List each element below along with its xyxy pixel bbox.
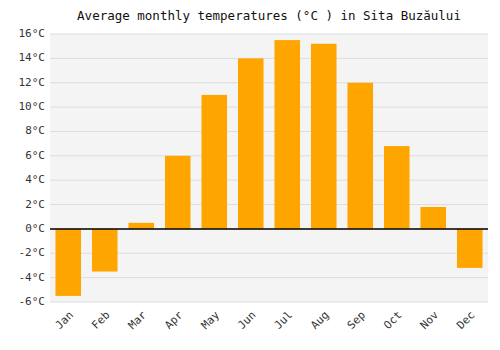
y-axis: -6°C -4°C -2°C 0°C 2°C 4°C 6°C 8°C 10°C 12°C 14°C 1… [19, 27, 46, 308]
bar [128, 223, 154, 229]
bar [457, 229, 483, 268]
x-tick-label: Oct [381, 309, 404, 332]
x-tick-label: Jan [53, 309, 76, 332]
y-tick-label: 6°C [25, 149, 45, 162]
y-tick-label: 0°C [25, 222, 45, 235]
x-tick-label: Dec [454, 309, 477, 332]
bar [384, 146, 410, 229]
x-axis: Jan Feb Mar Apr May Jun Jul Aug Sep Oct Nov Dec [53, 308, 478, 332]
y-tick-label: 2°C [25, 198, 45, 211]
x-tick-label: Mar [126, 308, 150, 332]
bar [55, 229, 81, 296]
grid-line [50, 277, 488, 278]
grid-line [50, 228, 488, 229]
bar [420, 207, 446, 229]
grid-line [50, 155, 488, 156]
bar [92, 229, 118, 272]
x-tick-label: May [199, 308, 223, 332]
y-tick-label: 16°C [19, 27, 46, 40]
title: Average monthly temperatures (°C ) in Si… [77, 8, 461, 23]
x-tick-label: Aug [308, 309, 331, 332]
x-tick-label: Nov [418, 308, 442, 332]
chart: -6°C -4°C -2°C 0°C 2°C 4°C 6°C 8°C 10°C 12°C 14°C 1… [0, 0, 500, 350]
x-tick-label: Jul [272, 309, 295, 332]
grid-line [50, 34, 488, 35]
y-tick-label: 4°C [25, 173, 45, 186]
plot-area [50, 34, 488, 302]
y-tick-label: 10°C [19, 100, 46, 113]
grid-line [50, 204, 488, 205]
grid-line [50, 58, 488, 59]
y-tick-label: -2°C [19, 246, 46, 259]
bars [55, 40, 482, 296]
bar [201, 95, 227, 229]
y-tick-label: -6°C [19, 295, 46, 308]
chart-container: -6°C -4°C -2°C 0°C 2°C 4°C 6°C 8°C 10°C 12°C 14°C 1… [0, 0, 500, 350]
x-tick-label: Jun [235, 309, 258, 332]
bar [347, 83, 373, 229]
y-tick-label: 12°C [19, 76, 46, 89]
grid-line [50, 180, 488, 181]
bar [238, 58, 264, 229]
y-tick-label: 8°C [25, 124, 45, 137]
grid-line [50, 131, 488, 132]
x-tick-label: Sep [345, 309, 368, 332]
y-tick-label: -4°C [19, 271, 46, 284]
grid-line [50, 107, 488, 108]
bar [311, 44, 337, 229]
x-tick-label: Apr [162, 308, 186, 332]
y-tick-label: 14°C [19, 51, 46, 64]
bar [165, 156, 191, 229]
x-tick-label: Feb [89, 309, 112, 332]
grid [50, 34, 488, 302]
grid-line [50, 302, 488, 303]
bar [274, 40, 300, 229]
grid-line [50, 82, 488, 83]
zero-line [50, 228, 488, 230]
